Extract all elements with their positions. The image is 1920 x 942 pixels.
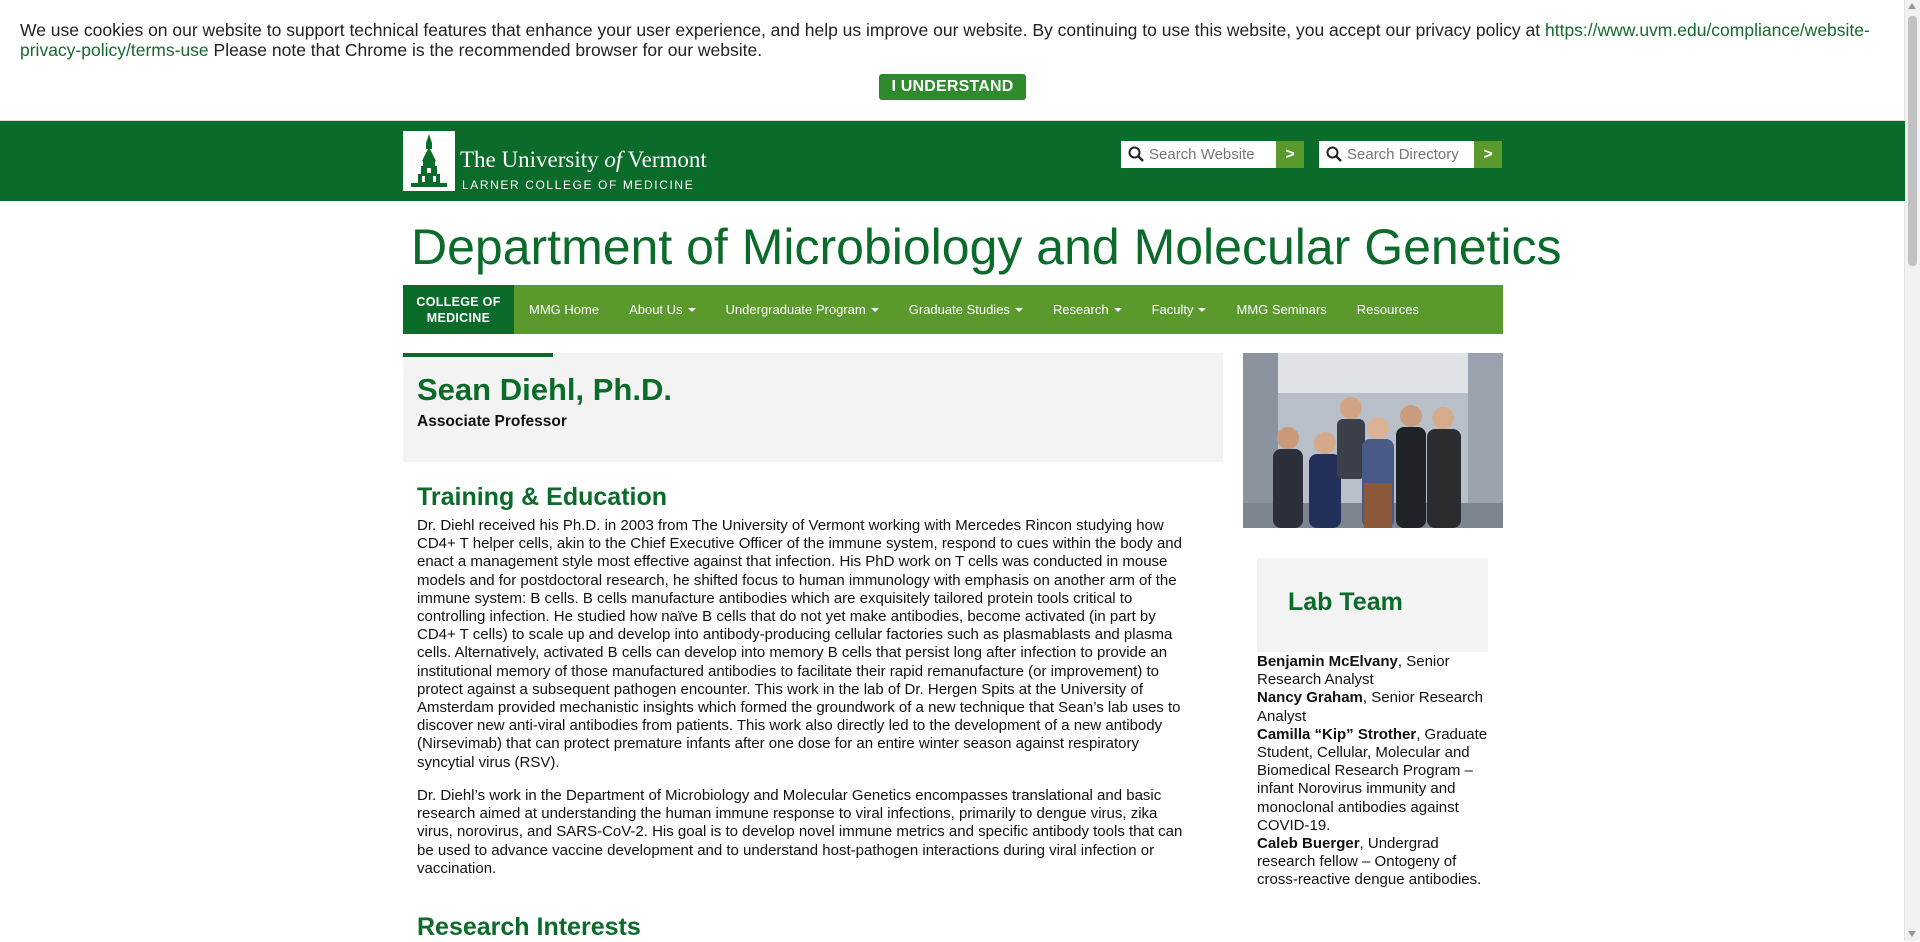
privacy-policy-link[interactable]: https://www.uvm.edu/compliance/website-p… (20, 20, 1870, 60)
cookie-banner: We use cookies on our website to support… (0, 0, 1905, 121)
nav-college-of-medicine[interactable]: COLLEGE OF MEDICINE (403, 285, 514, 334)
list-item: Nancy Graham, Senior Research Analyst (1257, 689, 1493, 725)
nav-item-label: Resources (1356, 302, 1419, 317)
nav-item-undergraduate-program[interactable]: Undergraduate Program (711, 302, 894, 317)
lab-team-header (1257, 558, 1488, 652)
scroll-up-icon[interactable] (1908, 3, 1916, 9)
page-scrollbar[interactable] (1904, 0, 1920, 941)
profile-name: Sean Diehl, Ph.D. (417, 372, 672, 407)
caret-down-icon (1198, 307, 1207, 312)
cookie-message: We use cookies on our website to support… (20, 20, 1870, 60)
caret-down-icon (687, 307, 696, 312)
i-understand-button[interactable]: I UNDERSTAND (879, 74, 1026, 100)
list-item: Caleb Buerger, Undergrad research fellow… (1257, 835, 1493, 890)
nav-item-label: MMG Seminars (1236, 302, 1327, 317)
uvm-tower-icon (403, 131, 455, 191)
lab-member-name: Caleb Buerger (1257, 835, 1360, 853)
search-icon (1128, 146, 1144, 162)
lab-team-title: Lab Team (1288, 588, 1403, 616)
nav-item-resources[interactable]: Resources (1342, 302, 1434, 317)
nav-item-about-us[interactable]: About Us (614, 302, 710, 317)
nav-item-research[interactable]: Research (1038, 302, 1137, 317)
cookie-text-before: We use cookies on our website to support… (20, 20, 1545, 40)
search-website-field (1121, 141, 1276, 168)
department-title[interactable]: Department of Microbiology and Molecular… (411, 219, 1562, 275)
search-directory-input[interactable] (1347, 141, 1472, 168)
research-interests-heading: Research Interests (417, 913, 641, 941)
caret-down-icon (870, 307, 879, 312)
site-header (0, 121, 1905, 201)
profile-role: Associate Professor (417, 413, 567, 430)
training-paragraph-1: Dr. Diehl received his Ph.D. in 2003 fro… (417, 517, 1182, 771)
search-directory-field (1319, 141, 1474, 168)
nav-item-faculty[interactable]: Faculty (1137, 302, 1222, 317)
lab-member-name: Camilla “Kip” Strother (1257, 725, 1417, 743)
lab-member-desc: , Senior Research Analyst (1257, 653, 1450, 689)
lab-team-photo (1243, 353, 1503, 528)
search-website: > (1121, 141, 1304, 168)
search-website-input[interactable] (1149, 141, 1274, 168)
profile-accent-bar (403, 353, 553, 357)
nav-item-mmg-seminars[interactable]: MMG Seminars (1221, 302, 1341, 317)
search-directory-submit-button[interactable]: > (1474, 141, 1502, 168)
nav-item-label: Faculty (1151, 302, 1194, 317)
nav-item-label: Graduate Studies (908, 302, 1010, 317)
nav-item-label: MMG Home (529, 302, 600, 317)
lab-member-desc: , Graduate Student, Cellular, Molecular … (1257, 725, 1488, 834)
uvm-logo[interactable] (403, 131, 455, 191)
lab-team-list: Benjamin McElvany, Senior Research Analy… (1257, 653, 1493, 890)
college-name[interactable]: LARNER COLLEGE OF MEDICINE (462, 178, 695, 192)
list-item: Camilla “Kip” Strother, Graduate Student… (1257, 726, 1493, 835)
training-education-heading: Training & Education (417, 483, 668, 511)
nav-item-mmg-home[interactable]: MMG Home (514, 302, 614, 317)
main-nav: COLLEGE OF MEDICINE MMG Home About Us Un… (403, 285, 1503, 334)
profile-header (403, 353, 1223, 462)
nav-item-label: Undergraduate Program (725, 302, 866, 317)
caret-down-icon (1014, 307, 1023, 312)
list-item: Benjamin McElvany, Senior Research Analy… (1257, 653, 1493, 689)
scroll-down-icon[interactable] (1908, 931, 1916, 937)
university-name[interactable]: The University of Vermont (460, 147, 707, 173)
search-icon (1326, 146, 1342, 162)
cookie-text-after: Please note that Chrome is the recommend… (208, 40, 763, 60)
lab-member-desc: , Undergrad research fellow – Ontogeny o… (1257, 835, 1482, 889)
scroll-thumb[interactable] (1908, 16, 1917, 266)
search-website-submit-button[interactable]: > (1276, 141, 1304, 168)
lab-group-photo-icon (1243, 353, 1503, 528)
nav-item-graduate-studies[interactable]: Graduate Studies (894, 302, 1038, 317)
nav-item-label: Research (1052, 302, 1109, 317)
university-name-of: of (604, 147, 623, 172)
lab-member-name: Benjamin McElvany (1257, 653, 1398, 670)
caret-down-icon (1113, 307, 1122, 312)
training-paragraph-2: Dr. Diehl’s work in the Department of Mi… (417, 787, 1183, 877)
university-name-part1: The University (460, 147, 605, 172)
lab-member-name: Nancy Graham (1257, 689, 1363, 707)
search-directory: > (1319, 141, 1502, 168)
nav-item-label: About Us (629, 302, 683, 317)
university-name-part2: Vermont (622, 147, 707, 172)
lab-member-desc: , Senior Research Analyst (1257, 689, 1483, 725)
